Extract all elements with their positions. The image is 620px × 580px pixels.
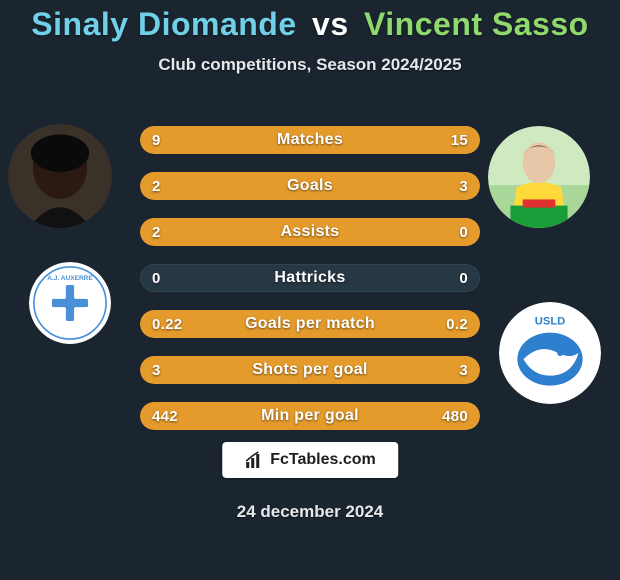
date-text: 24 december 2024 — [0, 502, 620, 522]
stat-label: Assists — [140, 218, 480, 246]
stat-row: Shots per goal3 3 — [140, 356, 480, 384]
stat-value-right: 0 — [459, 264, 468, 292]
brand-logo-icon — [244, 450, 264, 470]
stat-row: Goals per match0.22 0.2 — [140, 310, 480, 338]
player1-club-badge: A.J. AUXERRE — [29, 262, 111, 344]
stat-row: Matches9 15 — [140, 126, 480, 154]
stat-value-right: 0.2 — [446, 310, 468, 338]
stat-value-left: 3 — [152, 356, 161, 384]
stats-panel: Matches915Goals23Assists20Hattricks00Goa… — [140, 126, 480, 448]
player2-club-badge: USLD — [499, 302, 601, 404]
svg-text:USLD: USLD — [535, 315, 566, 327]
comparison-card: Sinaly Diomande vs Vincent Sasso Club co… — [0, 0, 620, 580]
stat-row: Assists2 0 — [140, 218, 480, 246]
title-vs: vs — [312, 6, 349, 42]
subtitle: Club competitions, Season 2024/2025 — [0, 55, 620, 75]
title-player2: Vincent Sasso — [364, 6, 589, 42]
stat-value-right: 3 — [459, 172, 468, 200]
stat-value-right: 3 — [459, 356, 468, 384]
title-player1: Sinaly Diomande — [31, 6, 296, 42]
stat-value-left: 0.22 — [152, 310, 182, 338]
stat-label: Shots per goal — [140, 356, 480, 384]
stat-value-left: 2 — [152, 218, 161, 246]
player1-photo — [8, 124, 112, 228]
brand-badge: FcTables.com — [222, 442, 398, 478]
stat-value-left: 0 — [152, 264, 161, 292]
stat-value-left: 2 — [152, 172, 161, 200]
stat-label: Goals per match — [140, 310, 480, 338]
stat-row: Min per goal442 480 — [140, 402, 480, 430]
stat-label: Goals — [140, 172, 480, 200]
stat-value-right: 0 — [459, 218, 468, 246]
stat-value-right: 480 — [442, 402, 468, 430]
stat-value-left: 9 — [152, 126, 161, 154]
stat-label: Hattricks — [140, 264, 480, 292]
player2-photo — [488, 126, 590, 228]
stat-value-left: 442 — [152, 402, 178, 430]
stat-row: Hattricks0 0 — [140, 264, 480, 292]
svg-text:A.J. AUXERRE: A.J. AUXERRE — [47, 275, 93, 282]
stat-value-right: 15 — [451, 126, 468, 154]
stat-label: Min per goal — [140, 402, 480, 430]
page-title: Sinaly Diomande vs Vincent Sasso — [0, 6, 620, 43]
stat-label: Matches — [140, 126, 480, 154]
brand-text: FcTables.com — [270, 451, 376, 469]
stat-row: Goals2 3 — [140, 172, 480, 200]
